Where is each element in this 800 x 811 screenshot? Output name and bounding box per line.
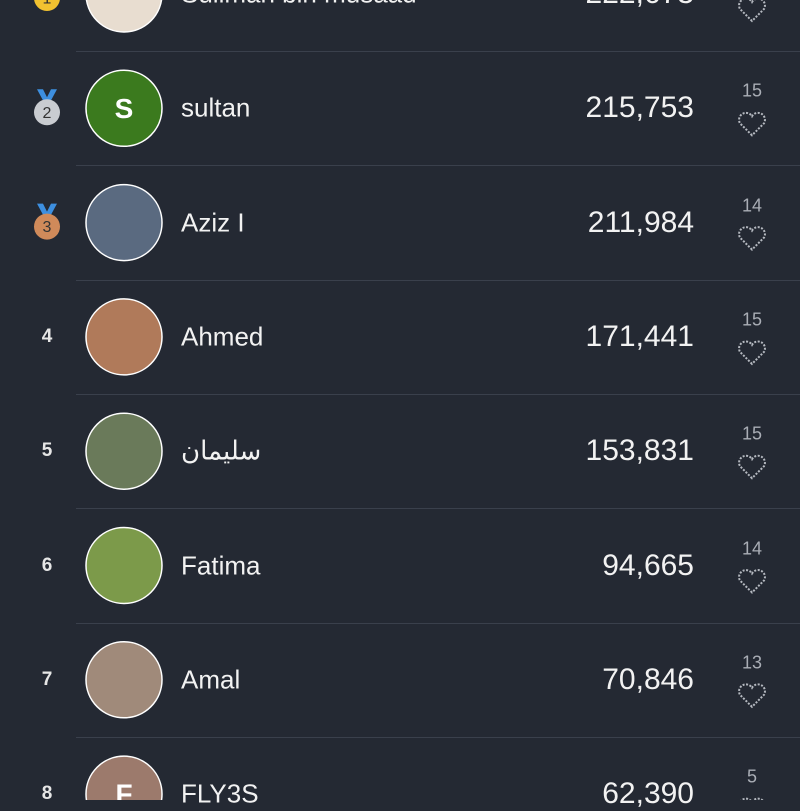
score: 215,753: [585, 91, 694, 125]
avatar-letter: S: [115, 93, 134, 124]
medal-ribbon: [37, 203, 57, 217]
score: 211,984: [587, 205, 694, 239]
score: 70,846: [602, 662, 694, 696]
row-separator: [76, 165, 800, 167]
like-count: 14: [741, 538, 763, 558]
user-name: Suliman bin musaad: [181, 0, 417, 10]
user-name: سليمان: [181, 435, 262, 466]
avatar-letter: F: [115, 779, 132, 800]
rank: 7: [41, 668, 53, 690]
avatar: [85, 69, 163, 148]
user-name: Amal: [181, 664, 241, 695]
score: 94,665: [602, 548, 694, 582]
medal: [34, 213, 60, 240]
like-count: 5: [746, 766, 757, 787]
rank: 1: [43, 0, 52, 8]
row-separator: [76, 736, 800, 738]
like-count: 15: [741, 309, 763, 330]
rank: 5: [41, 440, 53, 462]
like-count: 14: [741, 195, 763, 216]
row-separator: [76, 508, 800, 510]
like-button[interactable]: [738, 340, 766, 366]
avatar: [85, 641, 163, 719]
avatar: [85, 412, 163, 490]
user-name: Aziz I: [181, 207, 245, 238]
like-button[interactable]: [738, 111, 766, 137]
like-button[interactable]: [738, 0, 766, 23]
medal-ribbon: [37, 89, 57, 103]
row-separator: [76, 394, 800, 396]
user-name: sultan: [181, 92, 251, 123]
medal: [34, 0, 60, 11]
avatar: [85, 298, 163, 376]
rank: 4: [41, 325, 53, 347]
like-count: 15: [741, 423, 763, 444]
medal: [34, 99, 60, 126]
avatar: [85, 0, 163, 33]
like-count: 13: [741, 652, 763, 673]
score: 62,390: [602, 777, 694, 811]
avatar: [85, 183, 163, 262]
rank: 2: [43, 105, 52, 122]
score: 222,673: [586, 0, 694, 11]
score: 153,831: [585, 434, 694, 468]
row-separator: [76, 622, 800, 624]
score: 171,441: [585, 319, 694, 353]
like-button[interactable]: [738, 454, 766, 480]
row-separator: [76, 51, 800, 53]
like-count: 15: [741, 80, 763, 101]
user-name: Ahmed: [181, 321, 264, 352]
rank: 6: [41, 554, 53, 576]
user-name: FLY3S: [181, 778, 259, 809]
like-button[interactable]: [738, 226, 766, 252]
like-button[interactable]: [738, 569, 766, 594]
row-separator: [76, 279, 800, 281]
avatar: [85, 755, 163, 800]
rank: 8: [41, 783, 53, 805]
rank: 3: [43, 219, 52, 236]
avatar: [85, 526, 163, 605]
user-name: Fatima: [181, 550, 261, 580]
like-button[interactable]: [738, 683, 766, 709]
